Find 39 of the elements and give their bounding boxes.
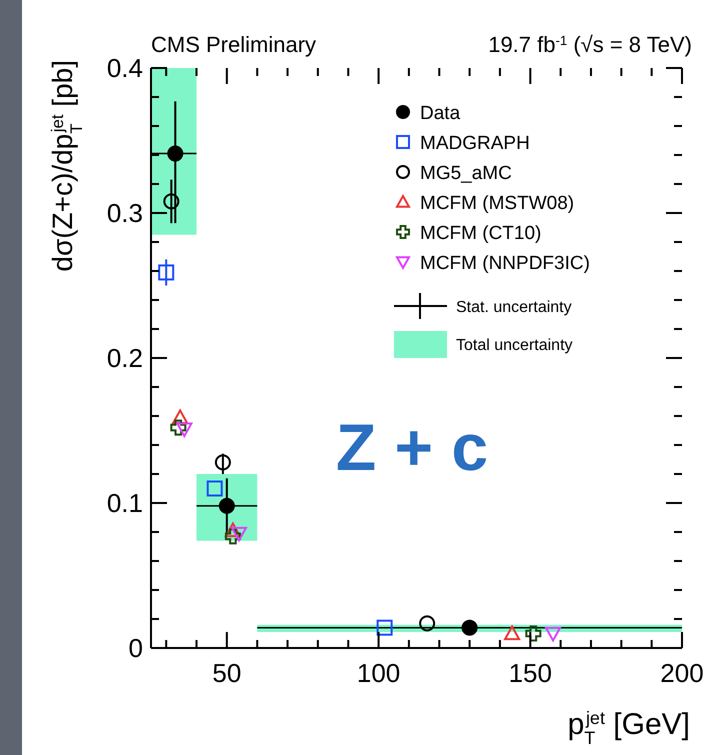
point: [172, 409, 188, 424]
x-tick-label: 100: [356, 658, 400, 688]
x-tick-label: 150: [508, 658, 552, 688]
y-tick-label: 0: [128, 633, 143, 663]
x-tick-label: 50: [212, 658, 242, 688]
point: [224, 528, 241, 544]
x-tick-label: 200: [660, 658, 704, 688]
point: [163, 193, 180, 210]
point: [224, 522, 241, 538]
y-tick-label: 0.1: [106, 488, 143, 518]
point: [214, 454, 231, 470]
point: [176, 422, 192, 438]
y-tick-label: 0.2: [106, 343, 143, 373]
legend-label: MCFM (CT10): [420, 223, 542, 244]
legend-label: MCFM (NNPDF3IC): [420, 253, 590, 274]
legend-label: Total uncertainty: [456, 337, 573, 354]
chart-subtitle: 19.7 fb$^{-1}$ (√s = 8 TeV): [488, 32, 692, 57]
legend-label: Data: [420, 103, 461, 124]
chart-title: CMS Preliminary: [151, 32, 316, 57]
point: [525, 626, 542, 642]
point: [376, 620, 393, 636]
y-tick-label: 0.4: [106, 53, 143, 83]
annotation: Stat. uncertainty: [456, 299, 572, 316]
point: [206, 480, 223, 496]
legend-label: MG5_aMC: [420, 163, 512, 184]
y-tick-label: 0.3: [106, 198, 143, 228]
point: [230, 526, 247, 542]
x-axis-title: p$_{T}$$^{jet}$ [GeV]: [568, 708, 690, 748]
annotation: Z + c: [336, 410, 488, 484]
legend-label: MCFM (MSTW08): [420, 193, 574, 214]
point: [170, 420, 186, 436]
point: [545, 626, 562, 642]
point: [462, 620, 478, 636]
point: [218, 498, 235, 514]
point: [504, 626, 520, 640]
legend-label: MADGRAPH: [420, 133, 530, 154]
point: [167, 146, 184, 162]
point: [158, 264, 174, 280]
point: [419, 615, 436, 632]
